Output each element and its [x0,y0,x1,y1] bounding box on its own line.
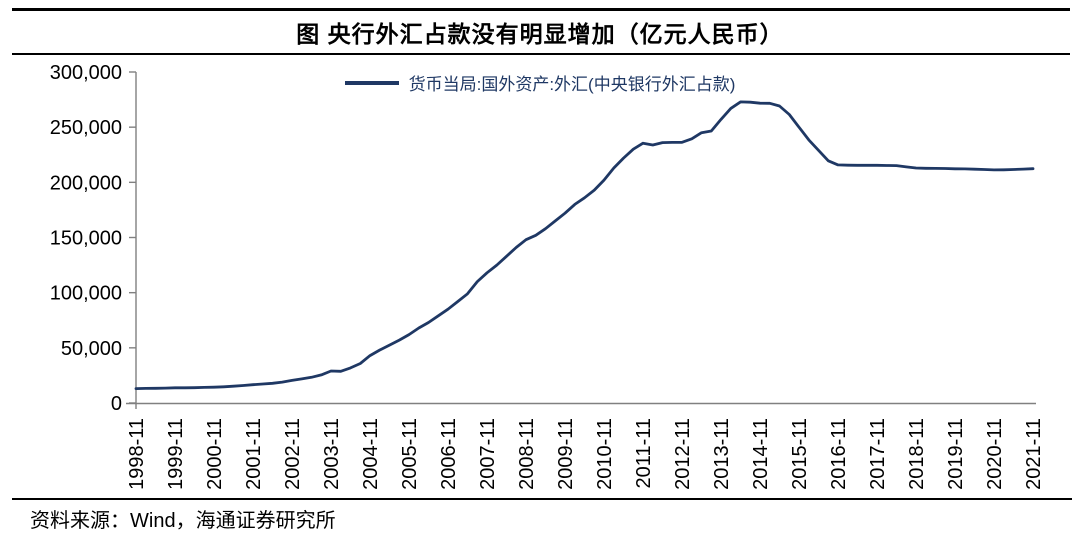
x-axis-tick-label: 2009-11 [555,418,577,490]
x-axis-tick-label: 2018-11 [906,418,928,490]
x-axis-tick-label: 2017-11 [867,418,889,490]
x-axis-tick-label: 2016-11 [828,418,850,490]
x-axis-tick-label: 2006-11 [438,418,460,490]
chart-legend: 货币当局:国外资产:外汇(中央银行外汇占款) [0,70,1080,95]
x-axis-tick-label: 2020-11 [984,418,1006,490]
x-axis-tick-label: 2002-11 [282,418,304,490]
legend-series-label: 货币当局:国外资产:外汇(中央银行外汇占款) [408,75,736,94]
y-axis-tick-label: 0 [111,393,122,415]
x-axis-tick-label: 2013-11 [711,418,733,490]
legend-line-swatch [344,80,399,85]
x-axis-tick-label: 2012-11 [672,418,694,490]
x-axis-tick-label: 2005-11 [399,418,421,490]
top-border-rule [12,8,1070,11]
y-axis-tick-label: 250,000 [50,117,122,139]
x-axis-tick-label: 2001-11 [243,418,265,490]
x-axis-tick-label: 2004-11 [360,418,382,490]
y-axis-tick-label: 50,000 [61,338,122,360]
y-axis-tick-label: 100,000 [50,283,122,305]
x-axis-tick-label: 2011-11 [633,418,655,488]
x-axis-tick-label: 2008-11 [516,418,538,490]
x-axis-tick-label: 2003-11 [321,418,343,490]
line-chart-plot: 0 50,000 100,000 150,000 200,000 250,000 300,0… [50,62,1045,490]
x-axis-tick-label: 1998-11 [126,418,148,490]
x-axis-tick-label: 2007-11 [477,418,499,490]
y-axis-tick-label: 150,000 [50,228,122,250]
x-axis-tick-label: 2014-11 [750,418,772,490]
x-axis-tick-label: 2021-11 [1023,418,1045,490]
footer-divider-rule [12,498,1072,500]
title-divider-rule [12,53,1070,55]
x-axis-tick-label: 2015-11 [789,418,811,490]
fx-holdings-series-line [134,100,1035,391]
y-axis-tick-label: 200,000 [50,172,122,194]
source-note: 资料来源：Wind，海通证券研究所 [30,510,336,532]
x-axis-tick-label: 2000-11 [204,418,226,490]
x-axis-tick-label: 2019-11 [945,418,967,490]
chart-title: 图 央行外汇占款没有明显增加（亿元人民币） [296,21,784,47]
x-axis-tick-label: 2010-11 [594,418,616,490]
y-axis-tick-label: 300,000 [50,62,122,84]
x-axis-tick-label: 1999-11 [165,418,187,490]
